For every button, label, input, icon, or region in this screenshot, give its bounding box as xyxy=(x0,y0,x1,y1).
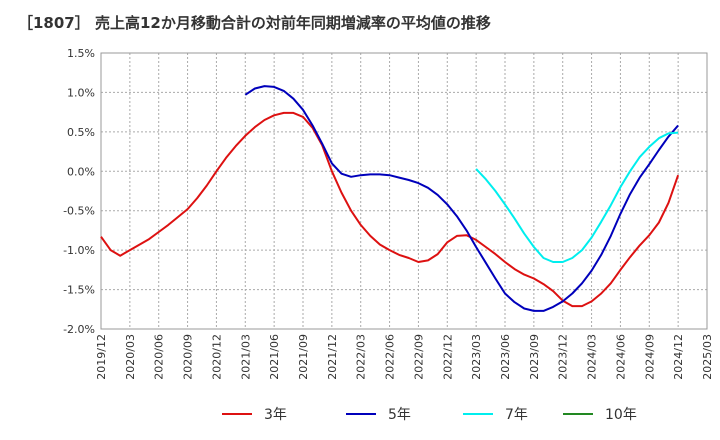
x-tick-label: 2021/03 xyxy=(239,334,252,380)
x-tick-label: 2020/06 xyxy=(153,334,166,380)
x-tick-label: 2024/03 xyxy=(586,334,599,380)
x-tick-label: 2023/12 xyxy=(557,334,570,380)
y-tick-label: 0.0% xyxy=(67,165,95,178)
legend-label: 7年 xyxy=(505,407,528,423)
y-tick-label: -2.0% xyxy=(63,323,95,336)
x-axis: 2019/12 2020/03 2020/06 2020/09 2020/12 2021/… xyxy=(95,334,714,380)
x-tick-label: 2024/06 xyxy=(614,334,627,380)
y-tick-label: -1.5% xyxy=(63,284,95,297)
x-tick-label: 2021/12 xyxy=(326,334,339,380)
x-tick-label: 2024/12 xyxy=(672,334,685,380)
x-tick-label: 2020/03 xyxy=(124,334,137,380)
x-tick-label: 2021/09 xyxy=(297,334,310,380)
x-tick-label: 2021/06 xyxy=(268,334,281,380)
x-tick-label: 2022/12 xyxy=(441,334,454,380)
x-tick-label: 2023/09 xyxy=(528,334,541,380)
plot-area xyxy=(100,52,708,330)
x-tick-label: 2019/12 xyxy=(95,334,108,380)
legend-item: 3年 xyxy=(222,407,287,423)
legend-label: 10年 xyxy=(605,407,637,423)
x-tick-label: 2023/06 xyxy=(499,334,512,380)
legend-item: 10年 xyxy=(563,407,637,423)
y-tick-label: 1.5% xyxy=(67,47,95,60)
x-tick-label: 2022/09 xyxy=(412,334,425,380)
chart-title: ［1807］ 売上高12か月移動合計の対前年同期増減率の平均値の推移 xyxy=(18,14,491,32)
y-tick-label: -1.0% xyxy=(63,244,95,257)
x-tick-label: 2025/03 xyxy=(701,334,714,380)
legend: 3年 5年 7年 10年 xyxy=(222,407,637,423)
series xyxy=(100,85,680,312)
legend-item: 5年 xyxy=(346,407,411,423)
legend-label: 3年 xyxy=(264,407,287,423)
x-tick-label: 2020/09 xyxy=(182,334,195,380)
x-tick-label: 2024/09 xyxy=(643,334,656,380)
y-tick-label: -0.5% xyxy=(63,205,95,218)
y-tick-label: 1.0% xyxy=(67,86,95,99)
legend-item: 7年 xyxy=(463,407,528,423)
series-line xyxy=(475,131,679,263)
legend-label: 5年 xyxy=(388,407,411,423)
series-line xyxy=(100,111,680,308)
y-axis: 1.5% 1.0% 0.5% 0.0% -0.5% -1.0% -1.5% -2.0% xyxy=(63,47,95,336)
series-line xyxy=(244,85,679,312)
x-tick-label: 2022/06 xyxy=(384,334,397,380)
x-tick-label: 2023/03 xyxy=(470,334,483,380)
x-tick-label: 2020/12 xyxy=(210,334,223,380)
x-tick-label: 2022/03 xyxy=(355,334,368,380)
y-tick-label: 0.5% xyxy=(67,126,95,139)
grid xyxy=(100,52,708,330)
